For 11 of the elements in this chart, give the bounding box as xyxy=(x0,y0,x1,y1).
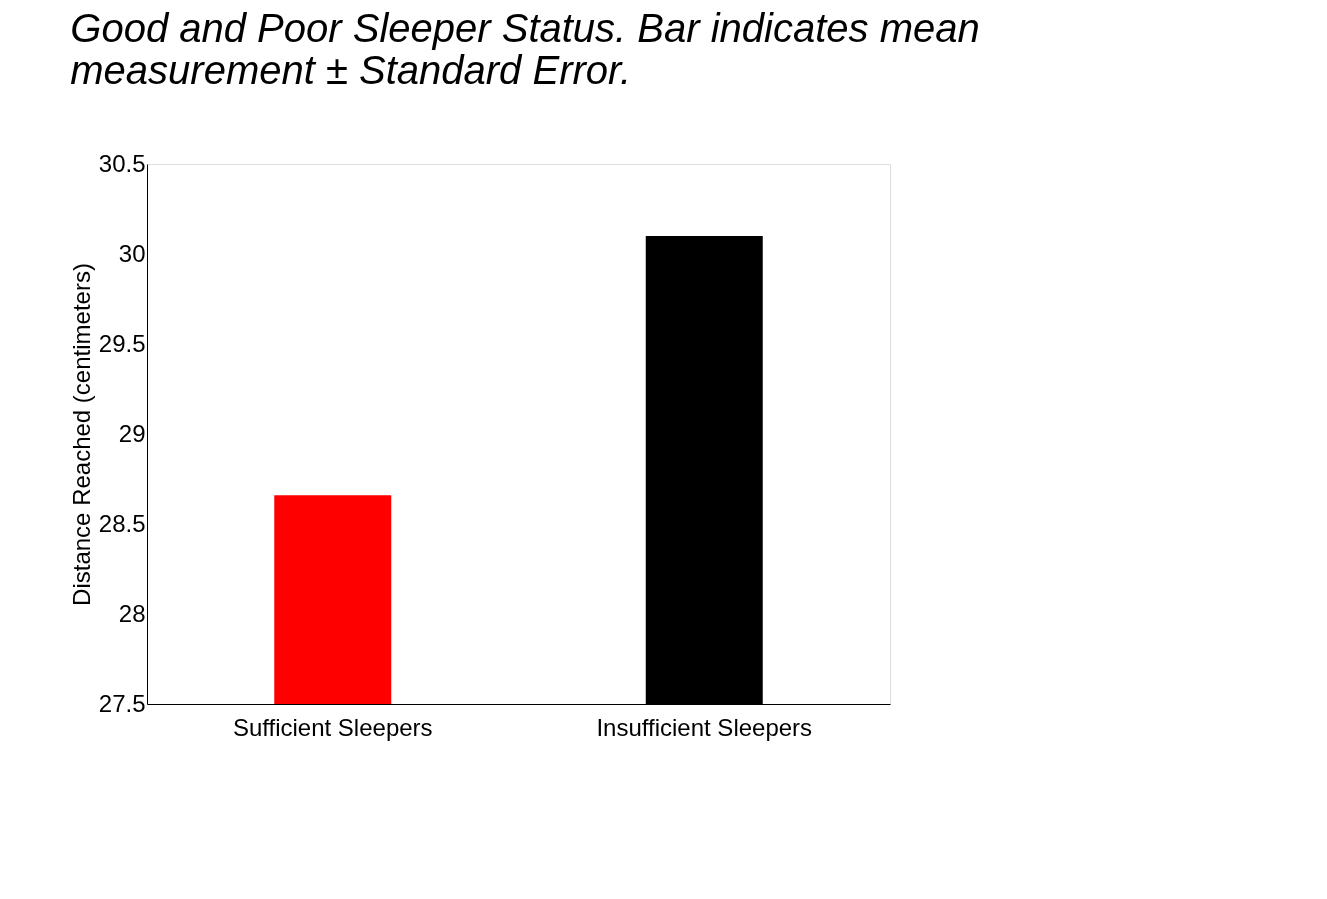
text: Good and Poor Sleeper Status. Bar indicates mean xyxy=(70,6,980,50)
y-axis-title: Distance Reached (centimeters) xyxy=(67,263,95,606)
x-tick-label: Sufficient Sleepers xyxy=(232,713,433,741)
x-tick-label: Insufficient Sleepers xyxy=(596,713,813,741)
y-tick-label: 29 xyxy=(118,419,146,447)
y-tick-label: 28 xyxy=(118,599,146,627)
y-tick-label: 27.5 xyxy=(98,689,146,717)
y-tick-label: 30.5 xyxy=(98,149,146,177)
y-tick-label: 30 xyxy=(118,239,146,267)
y-tick-label: 28.5 xyxy=(98,509,146,537)
y-tick-label: 29.5 xyxy=(98,329,146,357)
